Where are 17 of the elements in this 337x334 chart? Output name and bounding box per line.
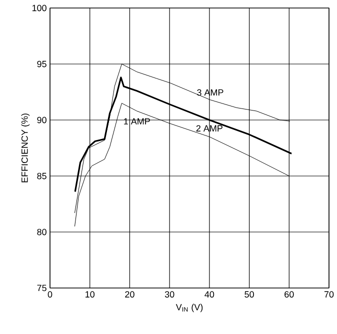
y-tick-label: 100 [32, 4, 46, 12]
x-axis-title: V$_{IN}$ (V) [176, 304, 203, 312]
y-tick-label: 95 [37, 60, 46, 68]
x-tick-label: 60 [284, 291, 294, 298]
x-tick-label: 40 [204, 291, 214, 298]
y-tick-label: 75 [37, 284, 46, 292]
x-tick-label: 0 [48, 291, 52, 298]
y-tick-label: 85 [37, 172, 46, 180]
y-tick-label: 90 [37, 116, 46, 124]
y-axis-title: EFFICIENCY (%) [21, 114, 30, 182]
x-tick-label: 50 [244, 291, 254, 298]
x-tick-label: 30 [164, 291, 174, 298]
x-tick-label: 20 [125, 291, 134, 298]
y-tick-label: 80 [37, 228, 46, 236]
series-label: 1 AMP [124, 118, 150, 124]
x-tick-label: 70 [324, 291, 334, 298]
x-tick-label: 10 [86, 291, 95, 298]
